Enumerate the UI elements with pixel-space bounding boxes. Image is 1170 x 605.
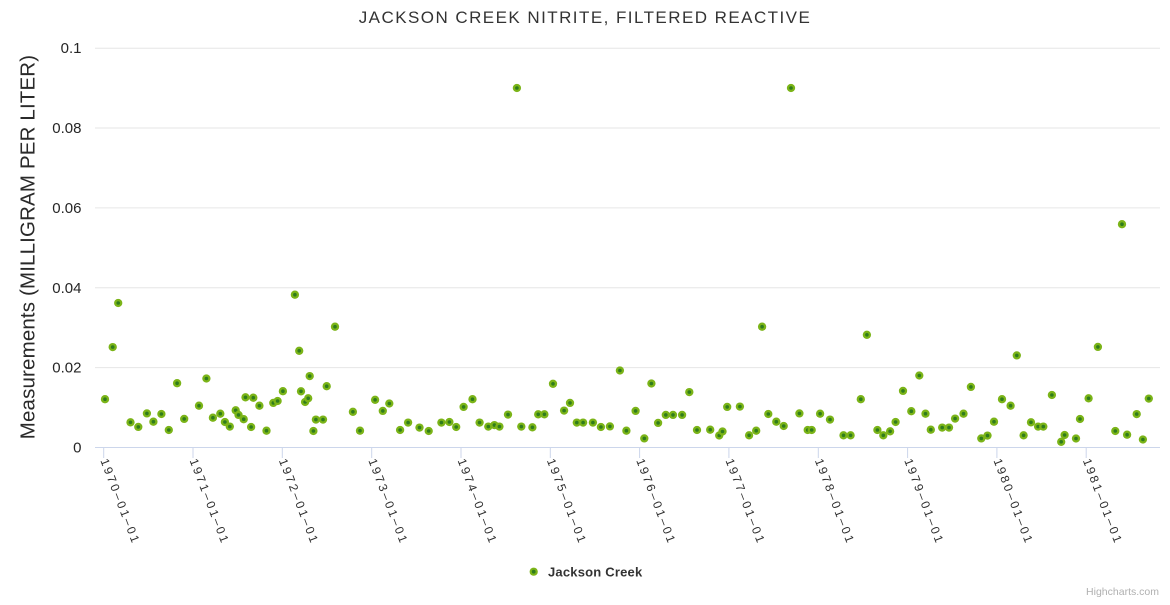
svg-text:0.02: 0.02 (52, 360, 81, 377)
svg-text:0.04: 0.04 (52, 280, 81, 297)
svg-text:0.08: 0.08 (52, 120, 81, 137)
svg-text:JACKSON CREEK NITRITE, FILTERE: JACKSON CREEK NITRITE, FILTERED REACTIVE (359, 8, 812, 27)
svg-text:0.1: 0.1 (61, 40, 82, 57)
svg-text:Jackson Creek: Jackson Creek (548, 565, 643, 580)
svg-text:Highcharts.com: Highcharts.com (1086, 586, 1159, 598)
svg-text:Measurements (MILLIGRAM PER LI: Measurements (MILLIGRAM PER LITER) (17, 55, 40, 439)
svg-text:0.06: 0.06 (52, 200, 81, 217)
svg-text:0: 0 (73, 440, 81, 457)
